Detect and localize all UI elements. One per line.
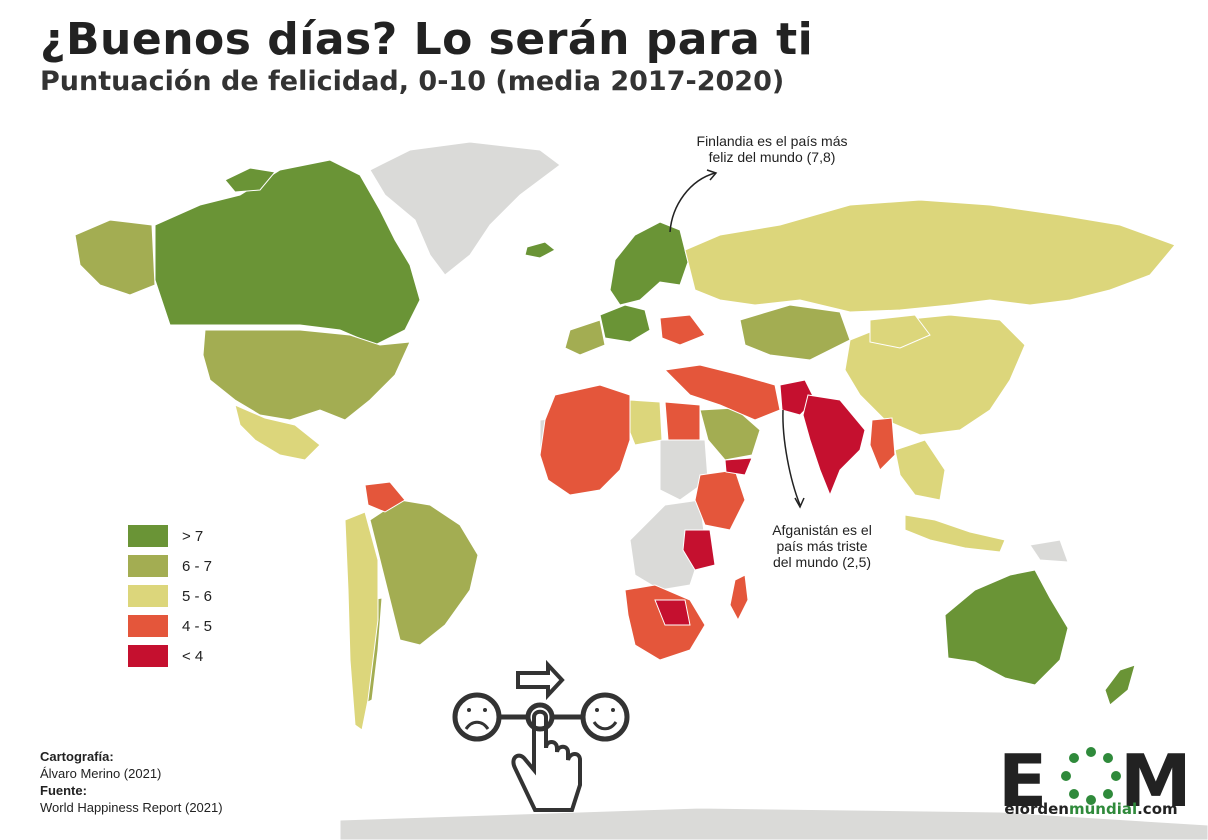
legend-item: < 4 xyxy=(128,641,212,671)
usa xyxy=(202,329,411,421)
source-label: Fuente: xyxy=(40,783,87,798)
source-value: World Happiness Report (2021) xyxy=(40,800,223,815)
logo-url-part: elorden xyxy=(1004,800,1069,818)
happy-face-icon xyxy=(580,692,630,742)
antarctica xyxy=(339,807,1208,840)
arrow-right-icon xyxy=(516,659,565,701)
iceland xyxy=(524,241,556,259)
yemen xyxy=(724,457,753,476)
nodata-regions xyxy=(339,141,1208,840)
cartography-value: Álvaro Merino (2021) xyxy=(40,766,162,781)
annotation-arrows xyxy=(669,169,805,509)
annotation-afghanistan: Afganistán es el país más triste del mun… xyxy=(742,522,902,570)
annotation-finland: Finlandia es el país más feliz del mundo… xyxy=(672,133,872,165)
annotation-line: Finlandia es el país más xyxy=(696,133,848,149)
afghanistan-arrow xyxy=(782,409,801,506)
western-europe xyxy=(564,319,606,356)
logo-letter-m: M xyxy=(1120,739,1186,823)
sad-face-icon xyxy=(452,692,502,742)
myanmar xyxy=(869,417,896,471)
southeast-asia xyxy=(894,439,946,501)
mexico xyxy=(234,404,321,461)
zimbabwe-region xyxy=(654,599,691,626)
annotation-line: feliz del mundo (7,8) xyxy=(708,149,836,165)
canada xyxy=(154,159,421,346)
scandinavia xyxy=(609,221,689,306)
legend-label: < 4 xyxy=(182,647,204,665)
middle-east xyxy=(663,364,781,421)
legend-swatch xyxy=(128,645,168,667)
annotation-line: del mundo (2,5) xyxy=(772,554,872,570)
legend-swatch xyxy=(128,555,168,577)
map-subtitle: Puntuación de felicidad, 0-10 (media 201… xyxy=(40,66,785,97)
west-africa xyxy=(539,384,631,496)
logo-dots-ring xyxy=(1061,747,1121,805)
india xyxy=(802,394,866,497)
map-credits: Cartografía: Álvaro Merino (2021) Fuente… xyxy=(40,748,223,816)
legend-swatch xyxy=(128,585,168,607)
mongolia xyxy=(869,314,931,349)
logo-url-part: mundial xyxy=(1068,800,1138,818)
madagascar xyxy=(729,574,749,622)
legend-item: 6 - 7 xyxy=(128,551,212,581)
kazakhstan xyxy=(739,304,851,361)
egypt xyxy=(664,401,701,441)
legend-item: 5 - 6 xyxy=(128,581,212,611)
logo-url-part: .com xyxy=(1137,800,1178,818)
legend-swatch xyxy=(128,525,168,547)
australia xyxy=(944,569,1069,686)
map-title: ¿Buenos días? Lo serán para ti xyxy=(40,14,814,65)
canada-arctic xyxy=(224,167,276,193)
logo-url: elordenmundial.com xyxy=(996,800,1186,818)
brazil xyxy=(369,499,479,646)
countries-5-6 xyxy=(234,199,1176,731)
legend-label: 6 - 7 xyxy=(182,557,213,575)
indonesia xyxy=(904,514,1006,553)
annotation-line: país más triste xyxy=(776,538,868,554)
legend-item: 4 - 5 xyxy=(128,611,212,641)
russia xyxy=(684,199,1176,313)
slider-knob xyxy=(525,702,555,732)
tanzania-region xyxy=(682,529,716,571)
venezuela xyxy=(364,481,406,513)
pointing-hand-icon xyxy=(511,709,582,812)
central-europe xyxy=(599,304,651,343)
andes xyxy=(344,511,379,731)
legend-swatch xyxy=(128,615,168,637)
new-zealand xyxy=(1104,664,1136,706)
north-africa-5-6 xyxy=(624,399,663,446)
cartography-label: Cartografía: xyxy=(40,749,114,764)
logo-letter-e: E xyxy=(998,739,1047,823)
finland-arrowhead xyxy=(706,169,718,181)
legend-item: > 7 xyxy=(128,521,212,551)
finland-arrow xyxy=(669,172,716,233)
legend-label: > 7 xyxy=(182,527,204,545)
happiness-slider-icon xyxy=(452,659,630,812)
annotation-line: Afganistán es el xyxy=(772,522,872,538)
afghanistan-arrowhead xyxy=(794,497,805,509)
legend-label: 4 - 5 xyxy=(182,617,213,635)
papua xyxy=(1029,539,1069,563)
alaska xyxy=(74,219,156,296)
map-legend: > 7 6 - 7 5 - 6 4 - 5 < 4 xyxy=(128,521,212,671)
legend-label: 5 - 6 xyxy=(182,587,213,605)
countries-gt7 xyxy=(154,159,1136,706)
countries-4-5 xyxy=(364,314,896,661)
countries-lt4 xyxy=(654,379,866,626)
ukraine-region xyxy=(659,314,706,346)
greenland xyxy=(369,141,561,276)
eom-logo: E M xyxy=(998,739,1186,823)
